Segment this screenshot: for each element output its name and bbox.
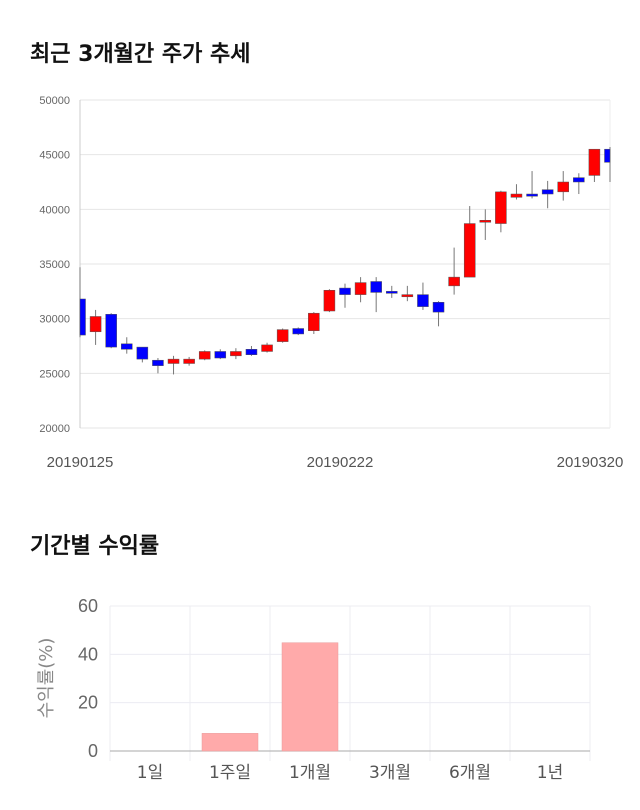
candle-up (276, 329, 289, 342)
y-tick-label: 30000 (39, 314, 70, 326)
candle-up (323, 289, 336, 312)
candle-down (136, 346, 149, 360)
y-tick-label: 20 (78, 693, 98, 713)
candle-down (214, 351, 227, 359)
x-category-label: 1년 (537, 763, 563, 783)
candle-down (245, 349, 258, 355)
candle-up (89, 316, 102, 333)
x-date-label: 20190320 (557, 454, 624, 471)
candle-down (526, 193, 538, 197)
x-category-label: 1주일 (209, 763, 251, 783)
candle-up (495, 191, 507, 224)
candle-up (401, 294, 414, 298)
candle-down (121, 343, 133, 350)
y-tick-label: 40 (78, 644, 98, 664)
y-tick-label: 20000 (39, 423, 70, 435)
x-category-label: 3개월 (369, 763, 411, 783)
candle-up (230, 351, 242, 357)
return-bar (281, 642, 339, 752)
period-returns-title: 기간별 수익률 (30, 534, 160, 559)
candle-up (354, 282, 367, 295)
candle-up (448, 276, 460, 287)
x-date-label: 20190222 (307, 454, 374, 471)
x-category-label: 6개월 (449, 763, 491, 783)
candle-down (541, 189, 554, 195)
candle-up (479, 220, 492, 223)
y-tick-label: 25000 (39, 368, 70, 380)
candle-down (105, 314, 117, 348)
candlestick-chart: 50000 45000 40000 35000 30000 25000 20000 20190… (39, 95, 624, 471)
candle-down (79, 298, 86, 336)
return-bar (201, 733, 259, 752)
y-tick-label: 50000 (39, 95, 70, 107)
candle-up (463, 223, 476, 278)
candle-down (370, 281, 382, 293)
candle-down (292, 328, 304, 335)
candle-up (198, 351, 211, 360)
candle-up (510, 193, 523, 198)
x-date-label: 20190125 (47, 454, 114, 471)
candle-down (386, 291, 398, 294)
candle-down (604, 148, 611, 163)
candle-up (588, 148, 601, 176)
candle-up (183, 358, 195, 364)
candle-up (308, 312, 320, 331)
y-tick-label: 35000 (39, 259, 70, 271)
candle-down (152, 359, 164, 366)
x-category-label: 1일 (137, 763, 163, 783)
candle-down (573, 177, 585, 183)
candle-up (557, 181, 569, 193)
y-tick-label: 40000 (39, 204, 70, 216)
candle-down (339, 287, 351, 295)
candle-up (167, 358, 180, 364)
candle-down (417, 294, 429, 307)
y-tick-label: 60 (78, 596, 98, 616)
candle-down (432, 302, 445, 313)
price-trend-title: 최근 3개월간 주가 추세 (30, 42, 251, 67)
candle-up (261, 344, 273, 352)
y-tick-label: 0 (88, 741, 98, 761)
y-axis-label: 수익률(%) (36, 638, 57, 719)
x-category-label: 1개월 (289, 763, 331, 783)
y-tick-label: 45000 (39, 150, 70, 162)
